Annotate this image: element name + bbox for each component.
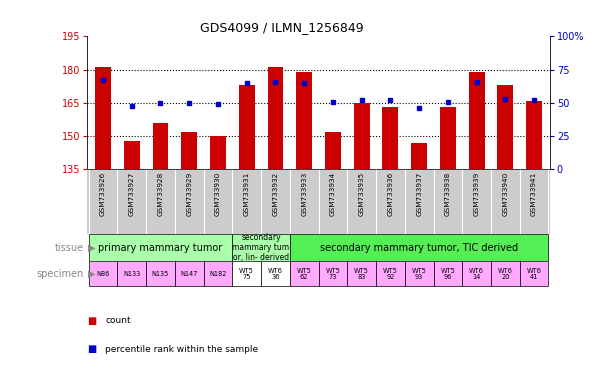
Text: GSM733928: GSM733928 [157,172,163,216]
Text: secondary mammary tumor, TIC derived: secondary mammary tumor, TIC derived [320,243,518,253]
Bar [491,261,520,286]
Bar [182,132,197,169]
Text: GSM733933: GSM733933 [301,172,307,216]
Text: specimen: specimen [37,268,84,278]
Bar [433,261,462,286]
Text: GSM733932: GSM733932 [272,172,278,216]
Bar [325,132,341,169]
Text: ■: ■ [87,344,96,354]
Text: GSM733934: GSM733934 [330,172,336,216]
Bar [267,68,283,169]
Bar [88,234,233,261]
Text: secondary
mammary tum
or, lin- derived: secondary mammary tum or, lin- derived [233,233,290,262]
Bar [382,108,398,169]
Bar [498,85,513,169]
Text: percentile rank within the sample: percentile rank within the sample [105,345,258,354]
Bar [204,261,233,286]
Text: GSM733941: GSM733941 [531,172,537,216]
Text: WT5
73: WT5 73 [326,268,340,280]
Text: GSM733940: GSM733940 [502,172,508,216]
Bar [296,72,312,169]
Bar [411,143,427,169]
Text: WT5
96: WT5 96 [441,268,456,280]
Text: GSM733929: GSM733929 [186,172,192,216]
Bar [233,261,261,286]
Bar [526,101,542,169]
Text: ■: ■ [87,316,96,326]
Bar [319,261,347,286]
Text: WT6
36: WT6 36 [268,268,283,280]
Text: WT6
41: WT6 41 [526,268,542,280]
Text: WT5
62: WT5 62 [297,268,311,280]
Bar [354,103,370,169]
Text: GSM733931: GSM733931 [243,172,249,216]
Text: WT6
20: WT6 20 [498,268,513,280]
Bar [404,261,433,286]
Bar [95,68,111,169]
Bar [175,261,204,286]
Text: N182: N182 [209,270,227,276]
Bar [520,261,549,286]
Text: GSM733939: GSM733939 [474,172,480,216]
Text: count: count [105,316,131,325]
Bar [469,72,484,169]
Text: tissue: tissue [55,243,84,253]
Text: WT5
75: WT5 75 [239,268,254,280]
Bar [440,108,456,169]
Text: N147: N147 [180,270,198,276]
Text: GSM733937: GSM733937 [416,172,422,216]
Text: GSM733930: GSM733930 [215,172,221,216]
Bar [88,261,117,286]
Text: GSM733935: GSM733935 [359,172,365,216]
Bar [347,261,376,286]
Bar [153,123,168,169]
Text: WT5
92: WT5 92 [383,268,398,280]
Text: ▶: ▶ [88,268,96,278]
Bar [233,234,290,261]
Bar [210,136,226,169]
Text: WT5
83: WT5 83 [354,268,369,280]
Text: N86: N86 [96,270,109,276]
Bar [124,141,139,169]
Text: ▶: ▶ [88,243,96,253]
Title: GDS4099 / ILMN_1256849: GDS4099 / ILMN_1256849 [200,21,364,34]
Text: WT6
14: WT6 14 [469,268,484,280]
Bar [290,261,319,286]
Bar [239,85,255,169]
Text: GSM733926: GSM733926 [100,172,106,216]
Text: N133: N133 [123,270,140,276]
Bar [261,261,290,286]
Bar [290,234,549,261]
Bar [146,261,175,286]
Text: N135: N135 [152,270,169,276]
Text: primary mammary tumor: primary mammary tumor [99,243,222,253]
Text: GSM733927: GSM733927 [129,172,135,216]
Text: GSM733936: GSM733936 [388,172,394,216]
Bar [462,261,491,286]
Bar [376,261,404,286]
Text: GSM733938: GSM733938 [445,172,451,216]
Text: WT5
93: WT5 93 [412,268,427,280]
Bar [117,261,146,286]
